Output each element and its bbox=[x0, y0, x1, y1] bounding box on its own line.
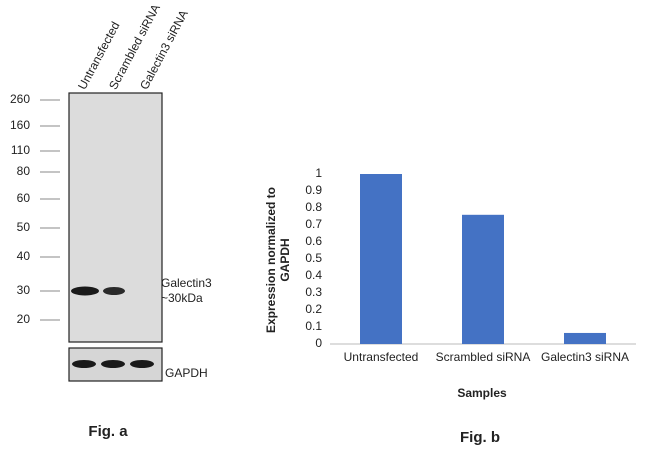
marker-label: 20 bbox=[17, 312, 31, 326]
y-tick-label: 0.2 bbox=[305, 302, 322, 316]
y-tick-label: 0.5 bbox=[305, 251, 322, 265]
caption: Fig. b bbox=[460, 429, 500, 446]
band-label: Galectin3 bbox=[161, 276, 212, 290]
blot-frame bbox=[68, 92, 163, 343]
band bbox=[101, 360, 125, 368]
marker-label: 110 bbox=[11, 143, 30, 157]
band bbox=[130, 360, 154, 368]
band bbox=[103, 287, 125, 295]
y-axis-title: Expression normalized to GAPDH bbox=[264, 186, 292, 334]
x-axis-title: Samples bbox=[457, 386, 507, 400]
marker-label: 30 bbox=[17, 283, 31, 297]
marker-label: 80 bbox=[17, 164, 31, 178]
caption: Fig. a bbox=[88, 423, 128, 440]
bar bbox=[564, 332, 606, 344]
y-tick-label: 0.3 bbox=[305, 285, 322, 299]
x-tick-label: Untransfected bbox=[344, 350, 419, 364]
marker-label: 160 bbox=[10, 118, 30, 132]
marker-label: 60 bbox=[17, 191, 31, 205]
bar bbox=[360, 174, 402, 344]
band-label: ~30kDa bbox=[161, 291, 203, 305]
x-tick-label: Scrambled siRNA bbox=[436, 350, 531, 364]
y-tick-label: 0.6 bbox=[305, 234, 322, 248]
x-tick-label: Galectin3 siRNA bbox=[541, 350, 629, 364]
marker-label: 40 bbox=[17, 249, 31, 263]
marker-label: 50 bbox=[17, 220, 31, 234]
y-tick-label: 0 bbox=[315, 336, 322, 350]
y-tick-label: 0.7 bbox=[305, 217, 322, 231]
y-tick-label: 1 bbox=[315, 166, 322, 180]
bar bbox=[462, 214, 504, 344]
y-tick-label: 0.9 bbox=[305, 183, 322, 197]
y-tick-label: 0.4 bbox=[305, 268, 322, 282]
y-tick-label: 0.1 bbox=[305, 319, 322, 333]
band bbox=[72, 360, 96, 368]
control-label: GAPDH bbox=[165, 366, 208, 380]
y-tick-label: 0.8 bbox=[305, 200, 322, 214]
marker-label: 260 bbox=[10, 92, 30, 106]
band bbox=[71, 286, 99, 296]
